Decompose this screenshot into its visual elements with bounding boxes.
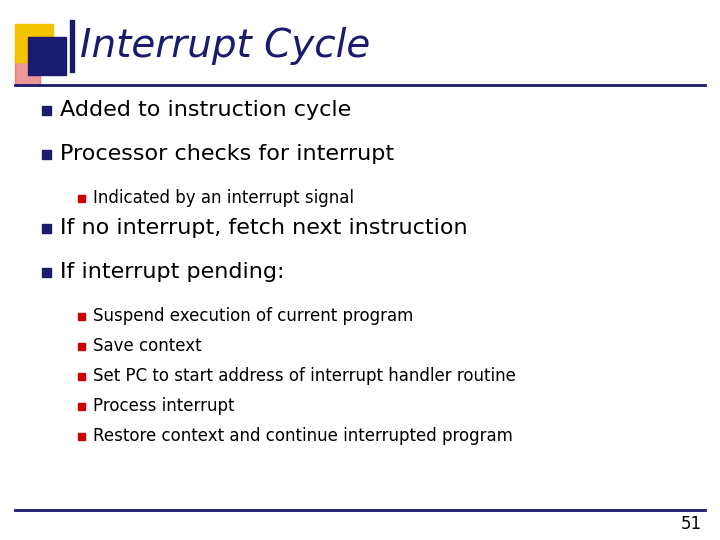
Text: If no interrupt, fetch next instruction: If no interrupt, fetch next instruction <box>60 218 467 238</box>
Bar <box>78 194 85 201</box>
Text: Processor checks for interrupt: Processor checks for interrupt <box>60 144 394 164</box>
Text: Indicated by an interrupt signal: Indicated by an interrupt signal <box>93 189 354 207</box>
Bar <box>78 342 85 349</box>
Text: Added to instruction cycle: Added to instruction cycle <box>60 100 351 120</box>
Text: Set PC to start address of interrupt handler routine: Set PC to start address of interrupt han… <box>93 367 516 385</box>
Bar <box>78 313 85 320</box>
Bar <box>28 37 66 75</box>
Bar <box>78 373 85 380</box>
Bar <box>70 20 74 72</box>
Text: Save context: Save context <box>93 337 202 355</box>
Text: Process interrupt: Process interrupt <box>93 397 235 415</box>
Bar <box>78 433 85 440</box>
Text: Interrupt Cycle: Interrupt Cycle <box>80 27 370 65</box>
Bar <box>15 55 40 85</box>
Text: 51: 51 <box>681 515 702 533</box>
Text: If interrupt pending:: If interrupt pending: <box>60 262 284 282</box>
Bar <box>42 150 51 159</box>
Bar <box>42 105 51 114</box>
Bar <box>15 24 53 62</box>
Bar <box>42 267 51 276</box>
Bar <box>42 224 51 233</box>
Text: Restore context and continue interrupted program: Restore context and continue interrupted… <box>93 427 513 445</box>
Text: Suspend execution of current program: Suspend execution of current program <box>93 307 413 325</box>
Bar <box>78 402 85 409</box>
